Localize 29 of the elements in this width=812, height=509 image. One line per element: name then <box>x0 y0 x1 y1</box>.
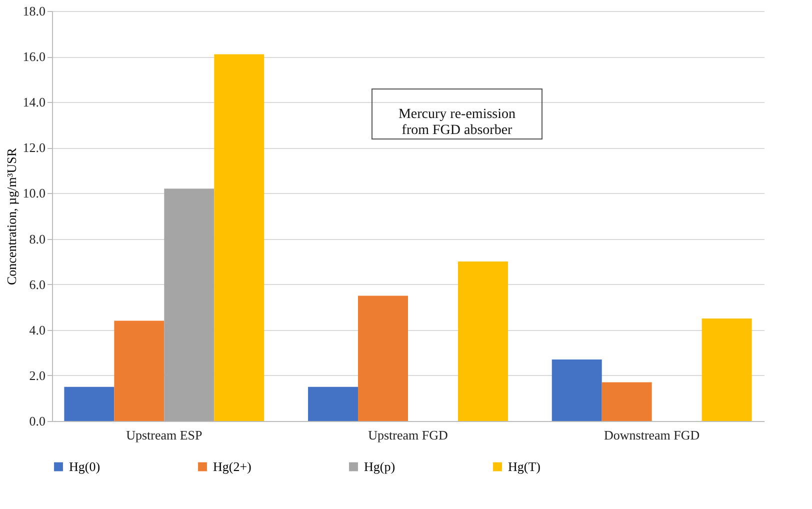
legend-label: Hg(0) <box>69 458 100 474</box>
y-axis-title: Concentration, µg/m³USR <box>4 148 19 286</box>
bar <box>114 320 164 421</box>
bar <box>164 188 214 421</box>
y-tick-label: 10.0 <box>22 186 46 201</box>
bar <box>358 296 408 421</box>
legend-label: Hg(2+) <box>213 458 252 474</box>
bar <box>602 382 652 421</box>
bar <box>308 386 358 421</box>
legend-label: Hg(p) <box>364 458 396 474</box>
annotation: Mercury re-emission from FGD absorber <box>398 107 516 138</box>
y-tick-label: 8.0 <box>29 231 46 246</box>
y-tick-label: 18.0 <box>22 4 46 18</box>
y-tick-label: 14.0 <box>22 94 46 110</box>
legend-label: Hg(T) <box>508 458 540 474</box>
bar <box>64 386 114 421</box>
x-tick-label: Upstream FGD <box>368 428 448 442</box>
bar <box>458 262 508 421</box>
y-tick-label: 6.0 <box>29 276 46 292</box>
y-tick-label: 12.0 <box>22 140 46 156</box>
y-tick-label: 0.0 <box>29 414 46 428</box>
y-tick-label: 2.0 <box>29 368 46 383</box>
x-tick-label: Upstream ESP <box>126 428 202 442</box>
bar <box>702 318 752 421</box>
bar <box>214 54 264 421</box>
y-tick-label: 4.0 <box>29 322 46 338</box>
y-tick-label: 16.0 <box>22 49 46 64</box>
x-tick-label: Downstream FGD <box>604 428 700 442</box>
bar <box>552 360 602 421</box>
